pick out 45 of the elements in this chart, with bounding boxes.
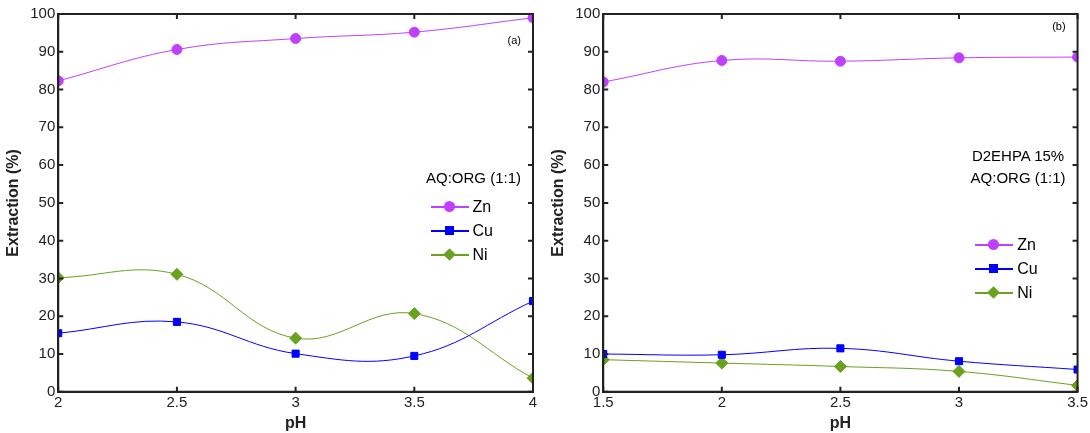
annotation: AQ:ORG (1:1) bbox=[425, 167, 521, 188]
x-axis-title: pH bbox=[829, 413, 852, 431]
y-tick-label: 80 bbox=[38, 79, 56, 97]
y-tick-label: 90 bbox=[38, 41, 56, 59]
x-tick-label: 3.5 bbox=[403, 392, 425, 410]
x-tick-label: 2 bbox=[717, 392, 726, 410]
annotation: (b) bbox=[1052, 20, 1066, 32]
y-tick-label: 100 bbox=[575, 4, 601, 22]
legend-label: Cu bbox=[472, 221, 493, 240]
y-tick-label: 90 bbox=[583, 41, 601, 59]
x-tick-label: 3.5 bbox=[1067, 392, 1088, 410]
y-tick-label: 60 bbox=[583, 155, 601, 173]
y-tick-label: 80 bbox=[583, 79, 601, 97]
x-tick-label: 2.5 bbox=[829, 392, 851, 410]
y-tick-label: 50 bbox=[38, 193, 56, 211]
x-tick-label: 3 bbox=[954, 392, 964, 410]
x-tick-label: 3 bbox=[291, 392, 300, 410]
y-tick-label: 40 bbox=[38, 230, 56, 248]
y-tick-label: 100 bbox=[30, 4, 56, 22]
y-tick-label: 30 bbox=[583, 268, 601, 286]
legend-label: Ni bbox=[472, 245, 488, 264]
annotation: AQ:ORG (1:1) bbox=[970, 167, 1066, 188]
y-tick-label: 10 bbox=[38, 344, 56, 362]
x-tick-label: 2 bbox=[54, 392, 63, 410]
y-tick-label: 20 bbox=[583, 306, 601, 324]
annotation: D2EHPA 15% bbox=[970, 145, 1066, 166]
legend-label: Zn bbox=[472, 197, 492, 216]
y-tick-label: 60 bbox=[38, 155, 56, 173]
y-axis-title: Extraction (%) bbox=[549, 149, 567, 257]
legend-label: Cu bbox=[1017, 259, 1038, 278]
y-tick-label: 20 bbox=[38, 306, 56, 324]
x-tick-label: 2.5 bbox=[166, 392, 188, 410]
y-tick-label: 30 bbox=[38, 268, 56, 286]
legend-label: Ni bbox=[1017, 283, 1033, 302]
annotation: (a) bbox=[507, 34, 521, 46]
y-tick-label: 0 bbox=[46, 381, 56, 399]
y-tick-label: 10 bbox=[583, 344, 601, 362]
y-tick-label: 50 bbox=[583, 193, 601, 211]
y-tick-label: 40 bbox=[583, 230, 601, 248]
y-tick-label: 70 bbox=[38, 117, 56, 135]
legend-label: Zn bbox=[1017, 235, 1036, 254]
y-tick-label: 70 bbox=[583, 117, 601, 135]
y-axis-title: Extraction (%) bbox=[4, 149, 22, 257]
x-axis-title: pH bbox=[284, 413, 307, 431]
x-tick-label: 4 bbox=[528, 392, 538, 410]
